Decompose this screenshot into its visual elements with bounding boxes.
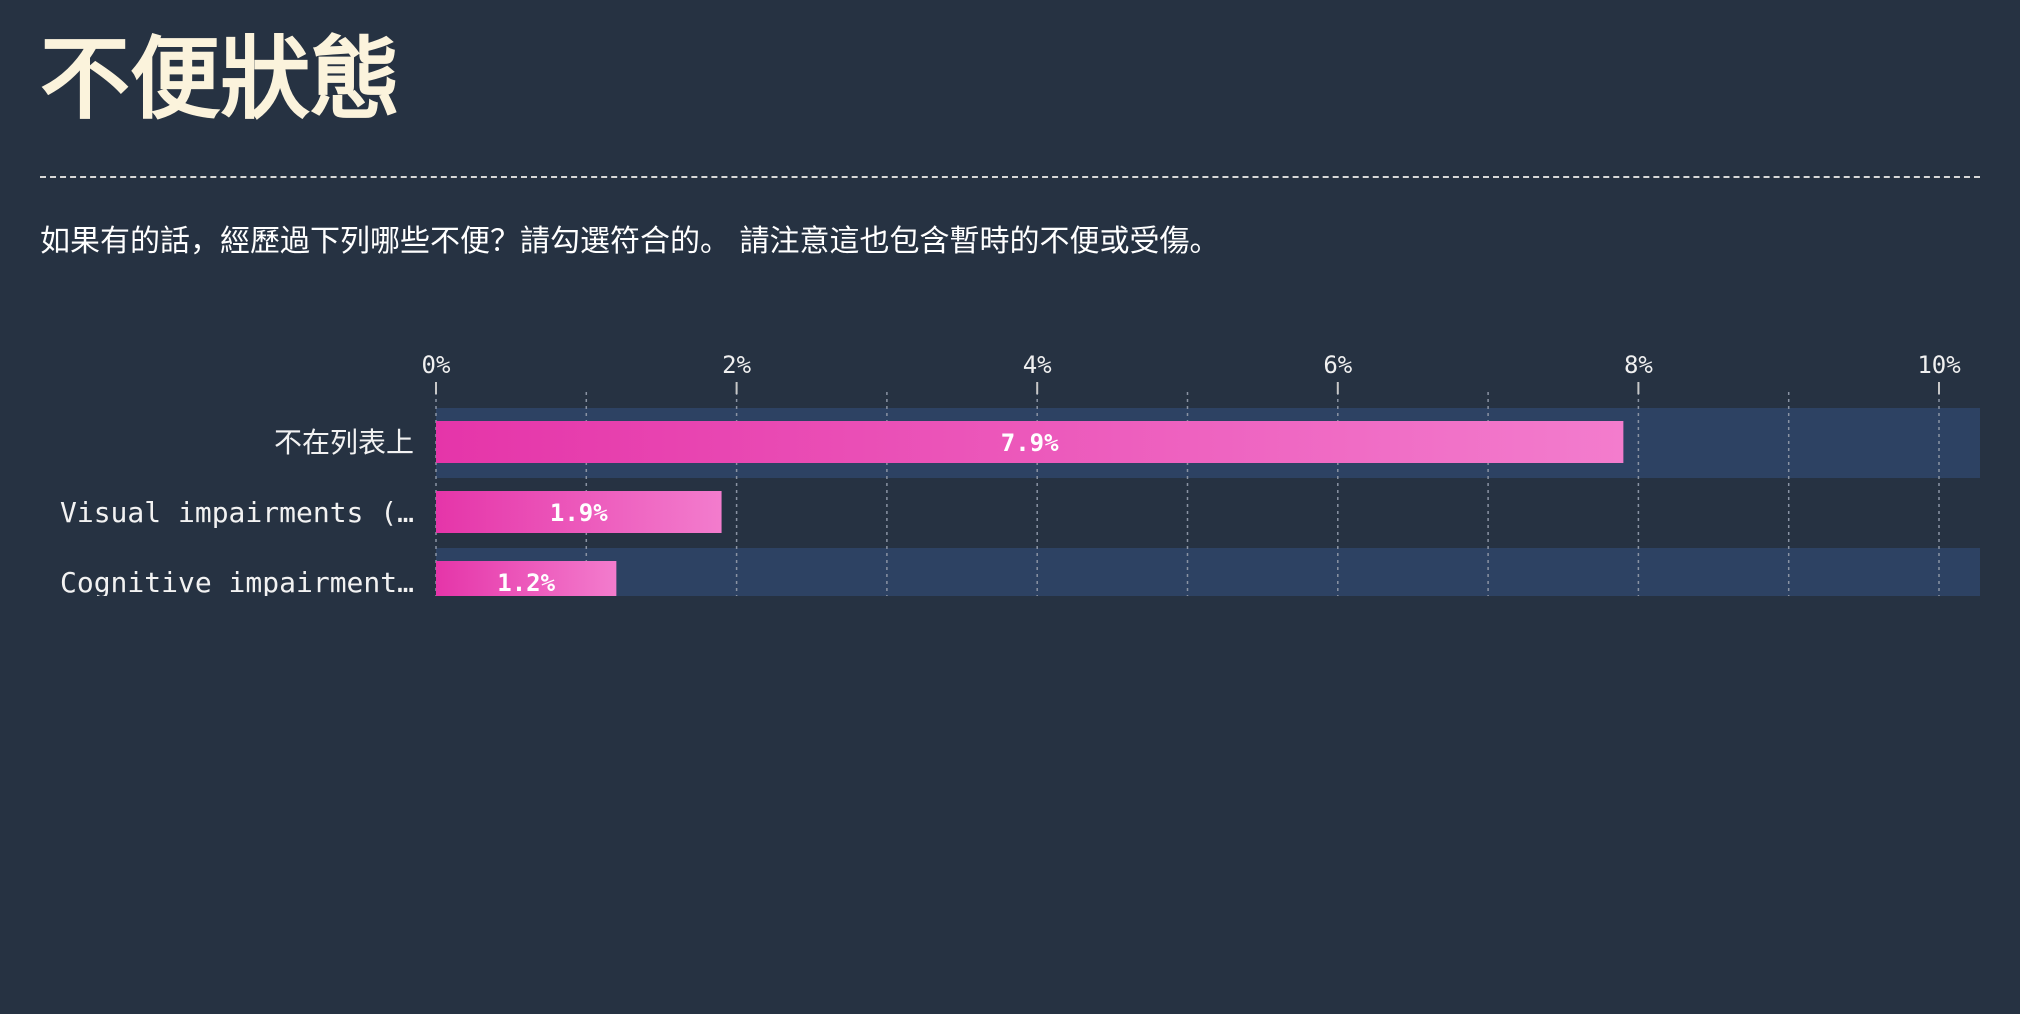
x-tick-label: 10% [1917, 351, 1961, 379]
bar-value-label: 7.9% [1001, 429, 1059, 457]
bar [436, 491, 722, 533]
x-tick-label: 2% [722, 351, 751, 379]
title-divider [40, 176, 1980, 178]
bar [436, 421, 1624, 463]
page-title: 不便狀態 [40, 27, 400, 132]
bar [436, 561, 617, 596]
x-tick-label: 8% [1624, 351, 1653, 379]
x-tick-label: 6% [1323, 351, 1352, 379]
bar-value-label: 1.9% [550, 499, 608, 527]
survey-question: 如果有的話，經歷過下列哪些不便？請勾選符合的。 請注意這也包含暫時的不便或受傷。 [40, 224, 1220, 259]
bar-value-label: 1.2% [497, 569, 555, 596]
row-highlight [436, 548, 1980, 596]
bar-chart: 0% 2% 4% 6% 8% 10% 不在列表上 7.9% Visual impairment… [60, 351, 1980, 596]
category-label: 不在列表上 [274, 426, 414, 459]
category-label: Visual impairments (… [60, 496, 414, 529]
x-tick-label: 4% [1023, 351, 1052, 379]
x-tick-label: 0% [422, 351, 451, 379]
category-label: Cognitive impairment… [60, 566, 414, 596]
